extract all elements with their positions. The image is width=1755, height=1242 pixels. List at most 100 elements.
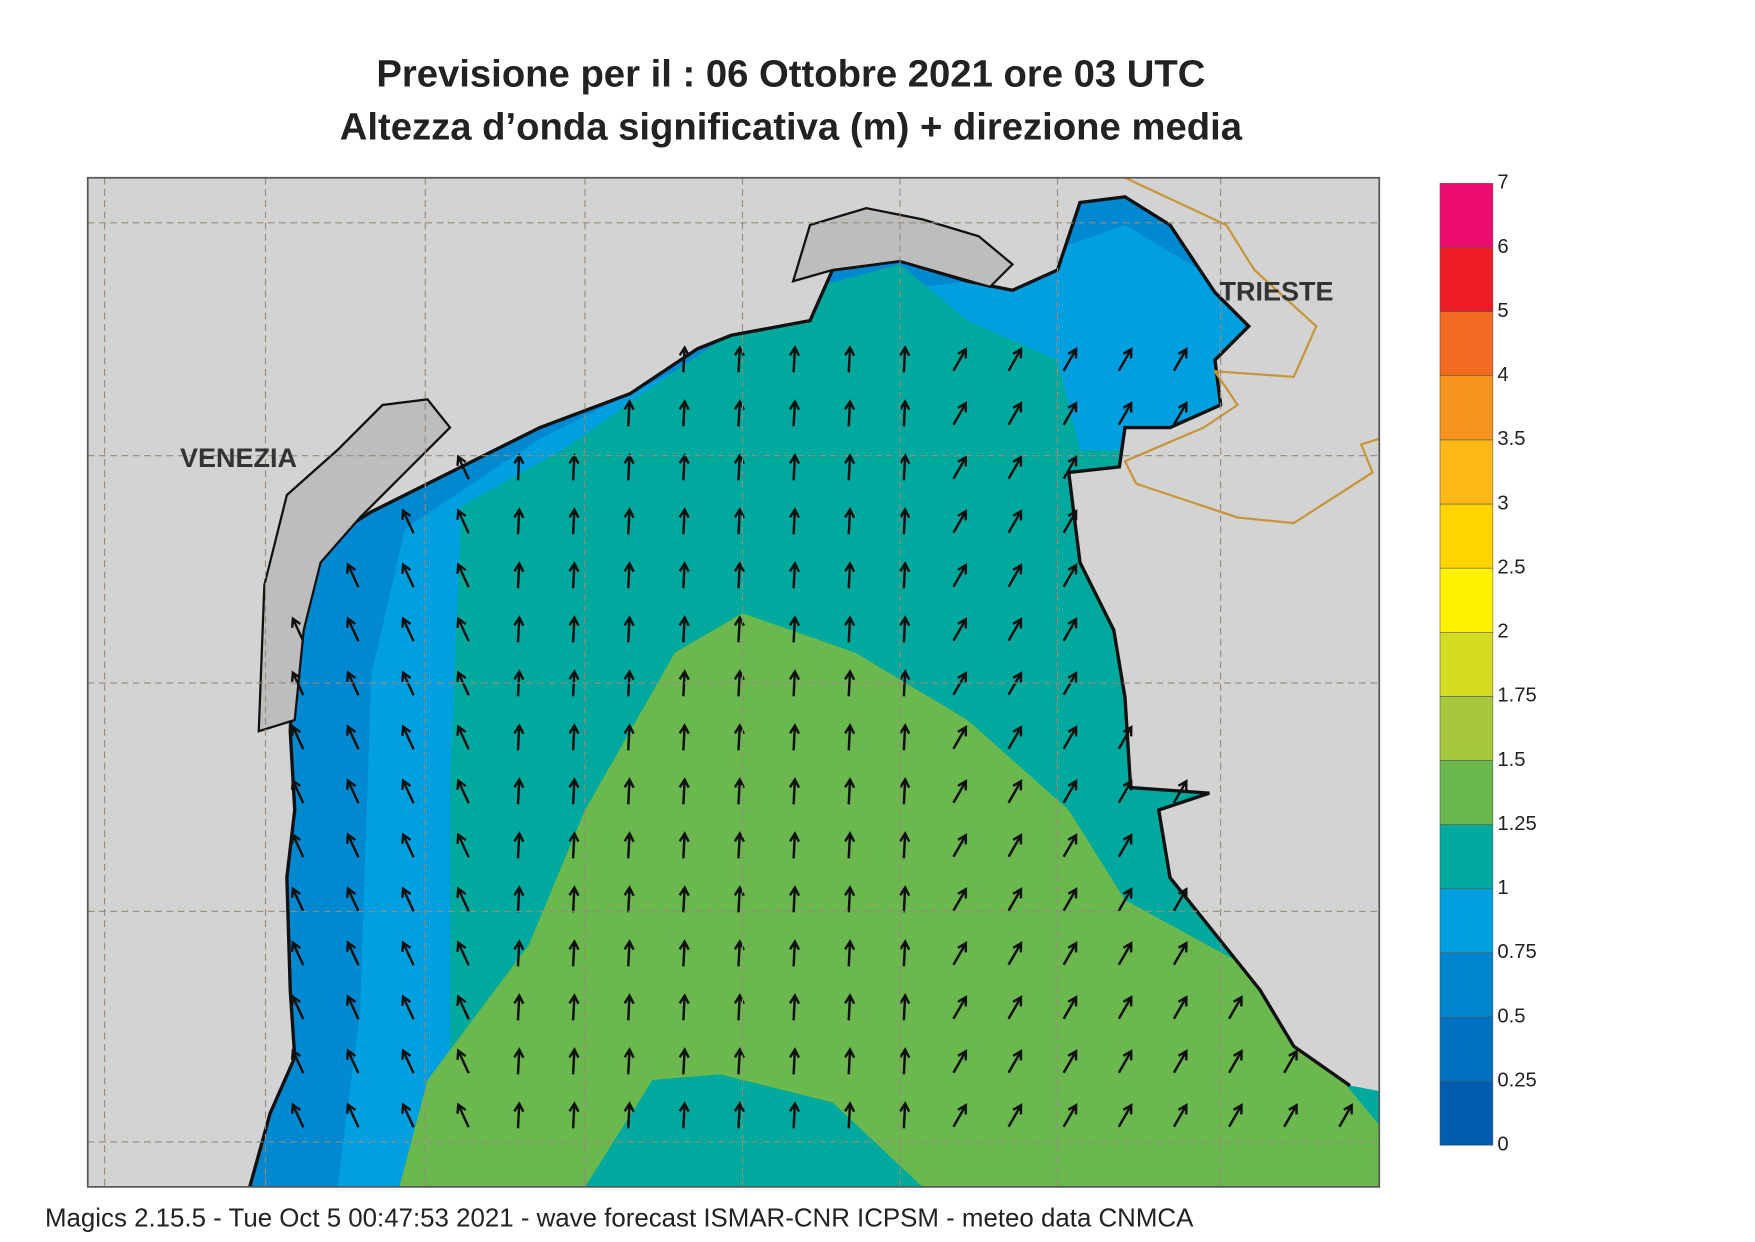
arrow [1007, 671, 1023, 696]
lagoon [257, 398, 452, 733]
arrow [899, 345, 911, 373]
legend-swatch [1439, 952, 1494, 1018]
arrow [1007, 563, 1023, 588]
arrow [1007, 347, 1023, 372]
arrow [346, 886, 360, 912]
arrow [513, 561, 525, 589]
arrow [788, 723, 801, 751]
arrow [844, 561, 856, 589]
arrow [678, 723, 690, 751]
arrow [346, 724, 360, 750]
arrow [1007, 779, 1023, 804]
arrow [952, 995, 968, 1020]
arrow [678, 939, 690, 967]
arrow [844, 939, 856, 967]
arrow [1007, 833, 1023, 858]
arrow [1117, 887, 1133, 912]
arrow [678, 831, 690, 859]
arrow [623, 885, 635, 913]
arrow [1117, 833, 1133, 858]
arrow [1117, 347, 1133, 372]
arrow [678, 507, 690, 535]
arrow [788, 345, 801, 373]
arrow [568, 777, 580, 805]
arrow [899, 1047, 911, 1075]
arrow [623, 831, 635, 859]
legend-swatch [1439, 1016, 1494, 1082]
place-label: TRIESTE [1220, 276, 1334, 306]
title: Previsione per il : 06 Ottobre 2021 ore … [376, 53, 1205, 96]
legend-label: 1.25 [1497, 813, 1536, 835]
legend-swatch [1439, 503, 1494, 569]
arrow [290, 724, 305, 750]
arrow [1283, 1103, 1298, 1128]
arrow [346, 832, 360, 858]
arrow [1172, 995, 1188, 1020]
arrow [456, 1048, 470, 1074]
arrow [1117, 401, 1133, 426]
arrow [1172, 347, 1188, 372]
legend-label: 7 [1497, 172, 1508, 194]
arrow [401, 562, 415, 588]
arrow [788, 885, 801, 913]
arrow [346, 1102, 360, 1128]
arrow [1007, 725, 1023, 750]
arrow [290, 670, 305, 696]
arrow [788, 831, 801, 859]
arrow [401, 616, 415, 642]
arrow [623, 1047, 635, 1075]
arrow [1062, 455, 1078, 480]
arrow [456, 454, 470, 480]
arrow [456, 940, 470, 966]
map: VENEZIA TRIESTE [87, 177, 1380, 1187]
arrow [290, 886, 305, 912]
legend-swatch [1439, 696, 1494, 761]
arrow [1007, 941, 1023, 966]
arrow [456, 562, 470, 588]
arrow [1007, 455, 1023, 480]
legend-swatch [1439, 824, 1494, 890]
arrow [788, 561, 801, 589]
arrow [899, 831, 911, 859]
arrow [952, 779, 968, 804]
arrow [952, 1103, 968, 1128]
arrow [568, 561, 580, 589]
arrow [401, 508, 415, 534]
arrow [899, 723, 911, 751]
arrow [678, 777, 690, 805]
arrow [401, 940, 415, 966]
arrow [1007, 995, 1023, 1020]
arrow [844, 669, 856, 697]
arrow [678, 993, 690, 1021]
arrow [513, 615, 525, 643]
arrow [1117, 995, 1133, 1020]
arrow [733, 777, 745, 805]
arrow [513, 939, 525, 967]
legend-swatch [1439, 311, 1494, 377]
legend-label: 0.75 [1497, 941, 1536, 963]
arrow [1062, 995, 1078, 1020]
arrow [1062, 779, 1078, 804]
arrow [456, 832, 470, 858]
arrow [1172, 941, 1188, 966]
arrow [899, 939, 911, 967]
arrow [1172, 401, 1188, 426]
arrow [401, 670, 415, 696]
arrow [952, 725, 968, 750]
arrow [568, 723, 580, 751]
arrow [733, 1101, 745, 1129]
arrow [401, 778, 415, 804]
arrow [1117, 941, 1133, 966]
arrow [623, 507, 635, 535]
arrow [346, 670, 360, 696]
arrow [346, 616, 360, 642]
arrow [788, 1047, 801, 1075]
legend-label: 5 [1497, 300, 1508, 322]
arrow [1007, 1049, 1023, 1074]
arrow [1062, 509, 1078, 534]
arrow [844, 993, 856, 1021]
arrow [733, 507, 745, 535]
arrow [844, 453, 856, 481]
arrow [401, 1102, 415, 1128]
arrow [1062, 833, 1078, 858]
